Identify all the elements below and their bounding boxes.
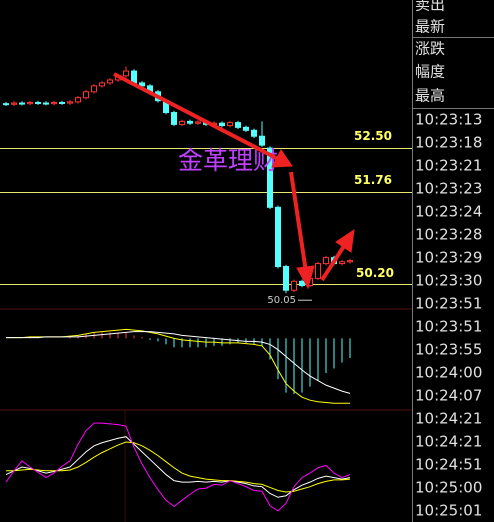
candle-body <box>347 260 353 263</box>
candle-body <box>291 280 297 291</box>
time-label: 10:23:30 <box>415 272 482 290</box>
candle-body <box>11 102 17 105</box>
indicator-line <box>5 436 351 498</box>
time-label: 10:23:29 <box>415 249 482 267</box>
candle-body <box>91 85 97 93</box>
candle-body <box>139 82 145 87</box>
time-label: 10:24:51 <box>415 456 482 474</box>
candle-body <box>19 102 25 105</box>
candle-body <box>195 121 201 124</box>
candle-body <box>243 126 249 131</box>
candle-body <box>131 70 137 84</box>
time-label: 10:23:28 <box>415 226 482 244</box>
candle-body <box>3 103 9 106</box>
time-label: 10:23:24 <box>415 203 482 221</box>
level-label: 50.20 <box>356 266 394 280</box>
candle-body <box>27 101 33 105</box>
candle-body <box>67 101 73 104</box>
candle-body <box>275 206 281 268</box>
time-label: 10:23:18 <box>415 134 482 152</box>
side-label: 卖出 <box>415 0 445 14</box>
candle-body <box>227 122 233 127</box>
time-label: 10:24:00 <box>415 364 482 382</box>
candle-body <box>107 79 113 84</box>
candle-body <box>51 101 57 105</box>
time-label: 10:25:01 <box>415 502 482 520</box>
candle-body <box>179 120 185 125</box>
candle-body <box>123 70 129 77</box>
candle-body <box>75 97 81 103</box>
arrow <box>289 171 308 273</box>
time-label: 10:25:00 <box>415 479 482 497</box>
arrow-head <box>271 149 293 168</box>
arrow <box>113 72 281 162</box>
arrow <box>320 241 348 282</box>
annotation-arrows <box>113 72 355 290</box>
side-label: 涨跌 <box>415 40 445 58</box>
candle-body <box>235 122 241 128</box>
indicator-line <box>6 331 351 394</box>
candle-body <box>315 263 321 279</box>
candle-body <box>323 257 329 265</box>
candle-body <box>219 122 225 127</box>
candle-body <box>171 112 177 125</box>
time-label: 10:23:51 <box>415 295 482 313</box>
arrow-head <box>296 265 315 290</box>
candle-body <box>299 280 305 286</box>
candle-body <box>339 261 345 265</box>
level-label: 51.76 <box>354 173 392 187</box>
indicator-line <box>6 441 351 493</box>
candle-body <box>283 266 289 291</box>
candle-body <box>99 82 105 87</box>
side-label: 幅度 <box>415 63 445 81</box>
level-label: 52.50 <box>354 129 392 143</box>
side-label: 最高 <box>415 87 445 105</box>
candle-body <box>187 120 193 124</box>
indicator-line <box>5 422 351 512</box>
time-label: 10:23:51 <box>415 318 482 336</box>
arrow-head <box>335 228 355 253</box>
time-label: 10:23:21 <box>415 157 482 175</box>
candle-body <box>251 129 257 137</box>
candle-body <box>35 101 41 104</box>
candle-body <box>267 147 273 208</box>
time-label: 10:24:21 <box>415 410 482 428</box>
side-label: 最新 <box>415 18 445 36</box>
time-label: 10:24:07 <box>415 387 482 405</box>
candle-body <box>259 135 265 146</box>
candle-body <box>59 101 65 104</box>
candle-body <box>43 102 49 105</box>
time-label: 10:23:55 <box>415 341 482 359</box>
low-label: 50.05 <box>267 295 296 306</box>
time-label: 10:23:13 <box>415 111 482 129</box>
time-label: 10:24:21 <box>415 433 482 451</box>
candle-body <box>83 91 89 99</box>
time-label: 10:23:23 <box>415 180 482 198</box>
